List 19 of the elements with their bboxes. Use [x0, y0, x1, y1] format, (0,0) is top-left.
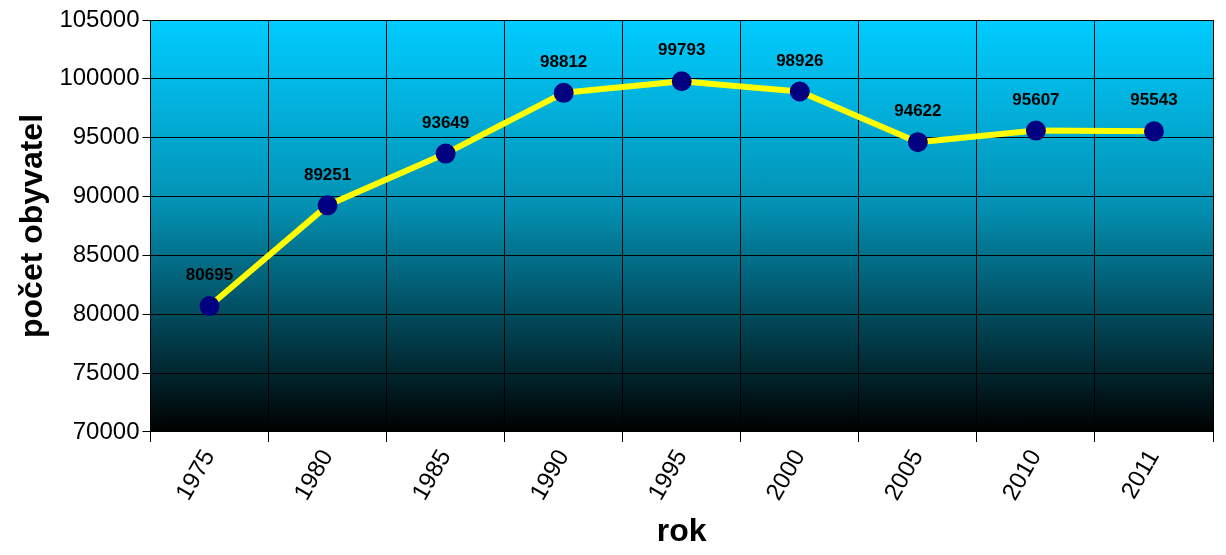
data-label: 93649 [421, 112, 470, 132]
y-axis-title: počet obyvatel [13, 113, 50, 339]
y-tick-label: 95000 [72, 122, 140, 150]
data-label: 89251 [303, 164, 352, 184]
y-tick-label: 85000 [72, 240, 140, 268]
data-label: 95543 [1130, 90, 1178, 110]
y-tick-label: 100000 [59, 63, 140, 91]
y-tick-label: 70000 [72, 416, 140, 444]
y-tick-label: 80000 [72, 298, 140, 326]
data-label: 98812 [540, 52, 588, 72]
data-label: 95607 [1012, 89, 1060, 109]
data-label: 98926 [776, 50, 824, 70]
y-tick-label: 90000 [72, 181, 140, 209]
data-label: 80695 [185, 265, 234, 285]
x-axis-title: rok [656, 511, 707, 548]
data-label: 94622 [894, 101, 942, 121]
y-tick-label: 105000 [59, 4, 140, 32]
y-tick-label: 75000 [72, 357, 140, 385]
data-label: 99793 [658, 40, 706, 60]
